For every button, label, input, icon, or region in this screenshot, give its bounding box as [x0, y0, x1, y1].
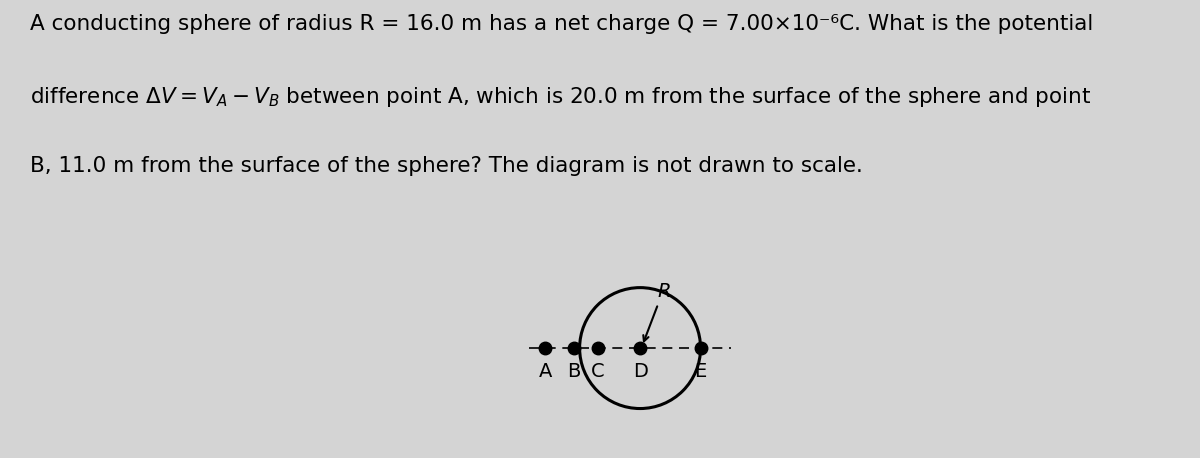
Text: difference $\Delta V = V_A - V_B$ between point A, which is 20.0 m from the surf: difference $\Delta V = V_A - V_B$ betwee… — [30, 85, 1091, 109]
Text: A conducting sphere of radius R = 16.0 m has a net charge Q = 7.00×10⁻⁶C. What i: A conducting sphere of radius R = 16.0 m… — [30, 14, 1093, 34]
Text: R: R — [658, 282, 671, 301]
Text: D: D — [632, 362, 648, 381]
Text: A: A — [539, 362, 552, 381]
Text: B: B — [566, 362, 581, 381]
Text: B, 11.0 m from the surface of the sphere? The diagram is not drawn to scale.: B, 11.0 m from the surface of the sphere… — [30, 156, 863, 176]
Text: C: C — [590, 362, 605, 381]
Text: E: E — [695, 362, 707, 381]
